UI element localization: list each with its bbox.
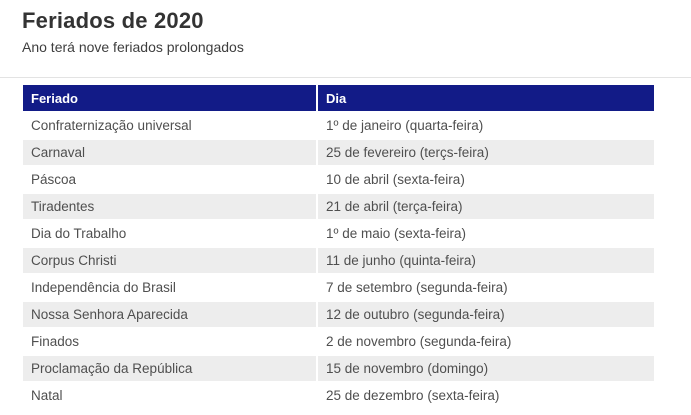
holiday-name-cell: Natal — [23, 383, 316, 408]
holiday-name-cell: Páscoa — [23, 167, 316, 192]
table-row: Confraternização universal 1º de janeiro … — [23, 113, 654, 138]
holiday-name-cell: Nossa Senhora Aparecida — [23, 302, 316, 327]
holiday-name-cell: Tiradentes — [23, 194, 316, 219]
page-title: Feriados de 2020 — [22, 8, 204, 33]
header-row: Feriado Dia — [23, 85, 654, 111]
holiday-date-cell: 2 de novembro (segunda-feira) — [318, 329, 654, 354]
page-subtitle: Ano terá nove feriados prolongados — [22, 39, 244, 55]
holiday-name-cell: Proclamação da República — [23, 356, 316, 381]
column-header-feriado: Feriado — [23, 85, 316, 111]
holiday-date-cell: 25 de dezembro (sexta-feira) — [318, 383, 654, 408]
holiday-name-cell: Corpus Christi — [23, 248, 316, 273]
table-row: Finados 2 de novembro (segunda-feira) — [23, 329, 654, 354]
holiday-date-cell: 10 de abril (sexta-feira) — [318, 167, 654, 192]
holiday-name-cell: Confraternização universal — [23, 113, 316, 138]
holidays-table: Feriado Dia Confraternização universal 1º… — [21, 83, 656, 410]
table-row: Carnaval 25 de fevereiro (terçs-feira) — [23, 140, 654, 165]
table-row: Natal 25 de dezembro (sexta-feira) — [23, 383, 654, 408]
table-row: Corpus Christi 11 de junho (quinta-feira) — [23, 248, 654, 273]
table-row: Independência do Brasil 7 de setembro (se… — [23, 275, 654, 300]
holiday-date-cell: 15 de novembro (domingo) — [318, 356, 654, 381]
column-header-dia: Dia — [318, 85, 654, 111]
holidays-table-header: Feriado Dia — [23, 85, 654, 111]
holiday-date-cell: 7 de setembro (segunda-feira) — [318, 275, 654, 300]
holiday-name-cell: Independência do Brasil — [23, 275, 316, 300]
holiday-date-cell: 21 de abril (terça-feira) — [318, 194, 654, 219]
table-row: Proclamação da República 15 de novembro (… — [23, 356, 654, 381]
holiday-name-cell: Carnaval — [23, 140, 316, 165]
divider-line — [0, 77, 691, 78]
table-row: Dia do Trabalho 1º de maio (sexta-feira) — [23, 221, 654, 246]
holiday-date-cell: 11 de junho (quinta-feira) — [318, 248, 654, 273]
holidays-table-body: Confraternização universal 1º de janeiro … — [23, 113, 654, 408]
holiday-date-cell: 1º de maio (sexta-feira) — [318, 221, 654, 246]
holiday-name-cell: Dia do Trabalho — [23, 221, 316, 246]
table-row: Tiradentes 21 de abril (terça-feira) — [23, 194, 654, 219]
table-row: Nossa Senhora Aparecida 12 de outubro (se… — [23, 302, 654, 327]
holiday-name-cell: Finados — [23, 329, 316, 354]
holiday-date-cell: 1º de janeiro (quarta-feira) — [318, 113, 654, 138]
table-row: Páscoa 10 de abril (sexta-feira) — [23, 167, 654, 192]
holiday-date-cell: 25 de fevereiro (terçs-feira) — [318, 140, 654, 165]
holiday-date-cell: 12 de outubro (segunda-feira) — [318, 302, 654, 327]
